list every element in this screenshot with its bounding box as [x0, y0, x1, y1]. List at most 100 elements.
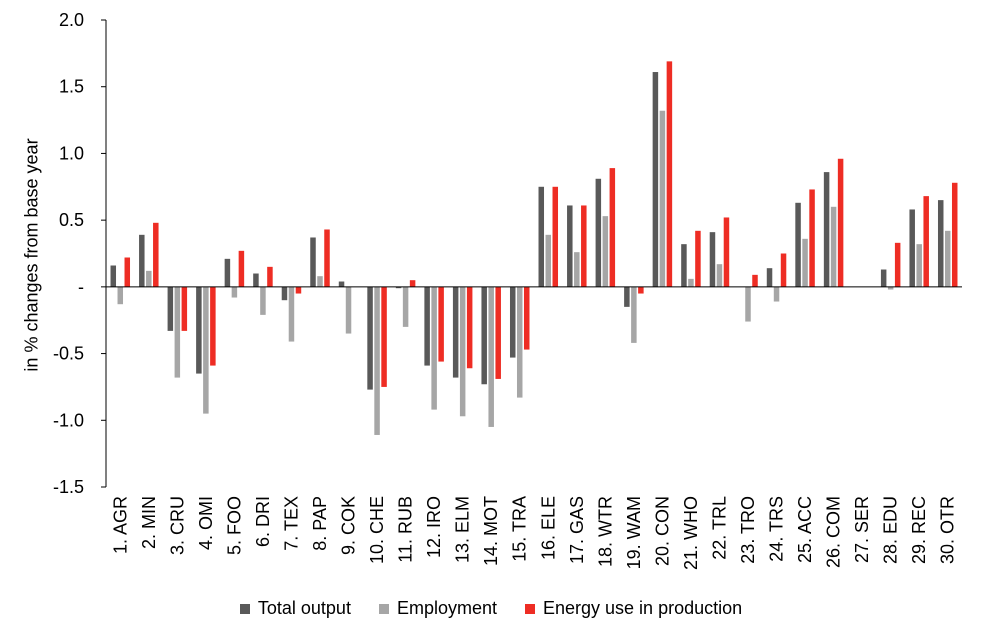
bar: [567, 205, 573, 287]
x-tick-label: 24. TRS: [767, 496, 787, 562]
x-tick-label: 1. AGR: [110, 496, 130, 554]
x-tick-label: 3. CRU: [167, 496, 187, 555]
x-tick-label: 29. REC: [909, 496, 929, 564]
bar: [951, 182, 958, 287]
bar: [488, 286, 494, 427]
bar: [374, 286, 380, 435]
bar: [631, 286, 637, 343]
x-tick-label: 11. RUB: [396, 496, 416, 563]
bar: [210, 286, 216, 366]
x-tick-label: 17. GAS: [567, 496, 587, 564]
y-axis-title-box: in % changes from base year: [22, 95, 42, 415]
bar: [523, 286, 530, 350]
bar: [395, 286, 402, 289]
bar: [538, 186, 545, 287]
bar: [923, 196, 929, 287]
bar: [238, 250, 245, 287]
bar: [495, 286, 501, 379]
bar: [638, 286, 644, 294]
bar: [431, 286, 437, 410]
x-tick-label: 8. PAP: [310, 496, 330, 551]
bar: [124, 257, 131, 287]
bar: [773, 286, 780, 302]
bar: [766, 268, 773, 287]
bar: [281, 286, 288, 301]
bar: [167, 286, 174, 331]
bar: [409, 280, 416, 287]
x-tick-label: 26. COM: [824, 496, 844, 568]
bar: [153, 222, 159, 287]
x-tick-label: 12. IRO: [424, 496, 444, 558]
bar: [295, 286, 302, 294]
x-tick-label: 2. MIN: [139, 496, 159, 549]
legend-item-employment: Employment: [378, 598, 497, 619]
x-tick-label: 10. CHE: [367, 496, 387, 564]
bar: [609, 168, 616, 287]
bar: [716, 264, 723, 287]
bar: [552, 186, 559, 287]
y-tick-label: 0.5: [59, 210, 84, 230]
bar: [795, 202, 801, 287]
x-tick-label: 20. CON: [652, 496, 672, 566]
bar: [595, 178, 602, 287]
bar: [581, 205, 587, 287]
y-tick-label: -1.0: [53, 410, 84, 430]
y-axis-title: in % changes from base year: [21, 138, 42, 372]
bar: [823, 172, 830, 287]
bar: [466, 286, 473, 369]
bar: [110, 265, 117, 287]
bar: [196, 286, 202, 374]
x-tick-label: 19. WAM: [624, 496, 644, 569]
bar: [837, 158, 844, 287]
bar: [809, 189, 815, 287]
bar: [709, 232, 716, 287]
bar: [402, 286, 409, 327]
bar: [139, 234, 145, 287]
legend-label-energy-use: Energy use in production: [543, 598, 743, 618]
bar: [723, 217, 730, 287]
bar: [310, 237, 316, 287]
bar: [695, 230, 701, 287]
legend-item-total-output: Total output: [239, 598, 351, 619]
bar: [681, 244, 687, 287]
bar: [438, 286, 444, 362]
x-tick-label: 27. SER: [852, 496, 872, 563]
y-tick-label: -0.5: [53, 344, 84, 364]
bar: [652, 72, 659, 287]
bar: [424, 286, 430, 366]
x-tick-label: 28. EDU: [881, 496, 901, 564]
bar: [894, 242, 901, 287]
x-tick-label: 5. FOO: [224, 496, 244, 555]
legend-label-total-output: Total output: [257, 598, 351, 618]
bar: [117, 286, 124, 305]
bar: [574, 252, 580, 287]
bar: [452, 286, 459, 378]
x-tick-label: 25. ACC: [795, 496, 815, 563]
bar: [780, 253, 787, 287]
bar: [481, 286, 487, 385]
bar: [745, 286, 751, 322]
bar: [203, 286, 209, 414]
x-tick-label: 13. ELM: [453, 496, 473, 563]
bar: [909, 209, 915, 287]
bar: [509, 286, 516, 358]
y-tick-label: -1.5: [53, 477, 84, 497]
bar: [624, 286, 630, 307]
legend-swatch-employment: [378, 603, 389, 614]
x-tick-label: 6. DRI: [253, 496, 273, 547]
x-tick-label: 14. MOT: [481, 496, 501, 566]
bar: [253, 273, 259, 287]
bar: [317, 276, 323, 287]
x-tick-label: 16. ELE: [538, 496, 558, 560]
y-tick-label: 2.0: [59, 10, 84, 30]
bar: [937, 200, 944, 287]
legend-label-employment: Employment: [396, 598, 497, 618]
x-tick-label: 22. TRL: [709, 496, 729, 560]
bar: [752, 274, 758, 287]
x-tick-label: 30. OTR: [938, 496, 958, 564]
bar: [345, 286, 352, 334]
bar: [944, 230, 951, 287]
bar: [545, 234, 552, 287]
bar: [602, 216, 609, 287]
